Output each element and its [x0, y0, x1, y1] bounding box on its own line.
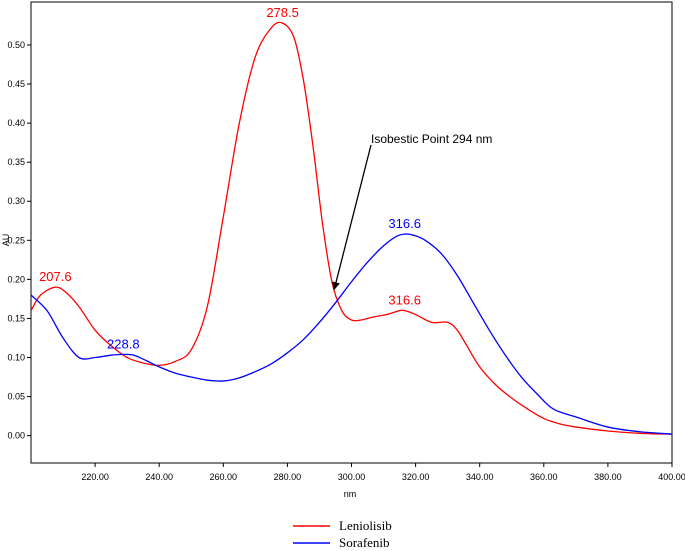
series-line-sorafenib [30, 233, 673, 435]
legend-label-sorafenib: Sorafenib [339, 535, 390, 550]
isobestic-annotation: Isobestic Point 294 nm [332, 132, 492, 291]
series-line-leniolisib [30, 21, 673, 435]
legend-label-leniolisib: Leniolisib [339, 518, 392, 533]
x-axis-title: nm [344, 489, 357, 499]
y-tick-label: 0.40 [7, 118, 25, 128]
peak-label: 207.6 [39, 269, 72, 284]
peak-label: 316.6 [388, 216, 421, 231]
peak-label: 278.5 [266, 5, 299, 20]
y-tick-label: 0.30 [7, 196, 25, 206]
x-tick-label: 240.00 [145, 472, 173, 482]
peak-label: 228.8 [107, 336, 140, 351]
annotation-arrow [332, 144, 372, 291]
y-axis-ticks: 0.00 0.05 0.10 0.15 0.20 0.25 0.30 0.35 0.40 0.45… [7, 40, 31, 441]
x-axis-ticks: 220.00 240.00 260.00 280.00 300.00 320.00 340.… [81, 463, 685, 482]
y-tick-label: 0.10 [7, 353, 25, 363]
x-tick-label: 400.00 [658, 472, 685, 482]
plot-frame [30, 1, 673, 464]
y-tick-label: 0.20 [7, 274, 25, 284]
x-tick-label: 360.00 [530, 472, 558, 482]
y-tick-label: 0.50 [7, 40, 25, 50]
x-tick-label: 300.00 [338, 472, 366, 482]
y-tick-label: 0.05 [7, 392, 25, 402]
x-tick-label: 280.00 [274, 472, 302, 482]
peak-labels: 278.5 207.6 316.6 316.6 228.8 [39, 5, 421, 351]
y-tick-label: 0.35 [7, 157, 25, 167]
y-tick-label: 0.00 [7, 431, 25, 441]
x-tick-label: 380.00 [594, 472, 622, 482]
series-layer [30, 21, 673, 435]
x-tick-label: 220.00 [81, 472, 109, 482]
x-tick-label: 260.00 [210, 472, 238, 482]
y-axis-title: AU [1, 234, 11, 247]
x-tick-label: 340.00 [466, 472, 494, 482]
y-tick-label: 0.15 [7, 313, 25, 323]
y-tick-label: 0.45 [7, 79, 25, 89]
annotation-text: Isobestic Point 294 nm [371, 132, 492, 146]
peak-label: 316.6 [388, 293, 421, 308]
x-tick-label: 320.00 [402, 472, 430, 482]
y-tick-label: 0.25 [7, 235, 25, 245]
legend: Leniolisib Sorafenib [293, 518, 392, 550]
